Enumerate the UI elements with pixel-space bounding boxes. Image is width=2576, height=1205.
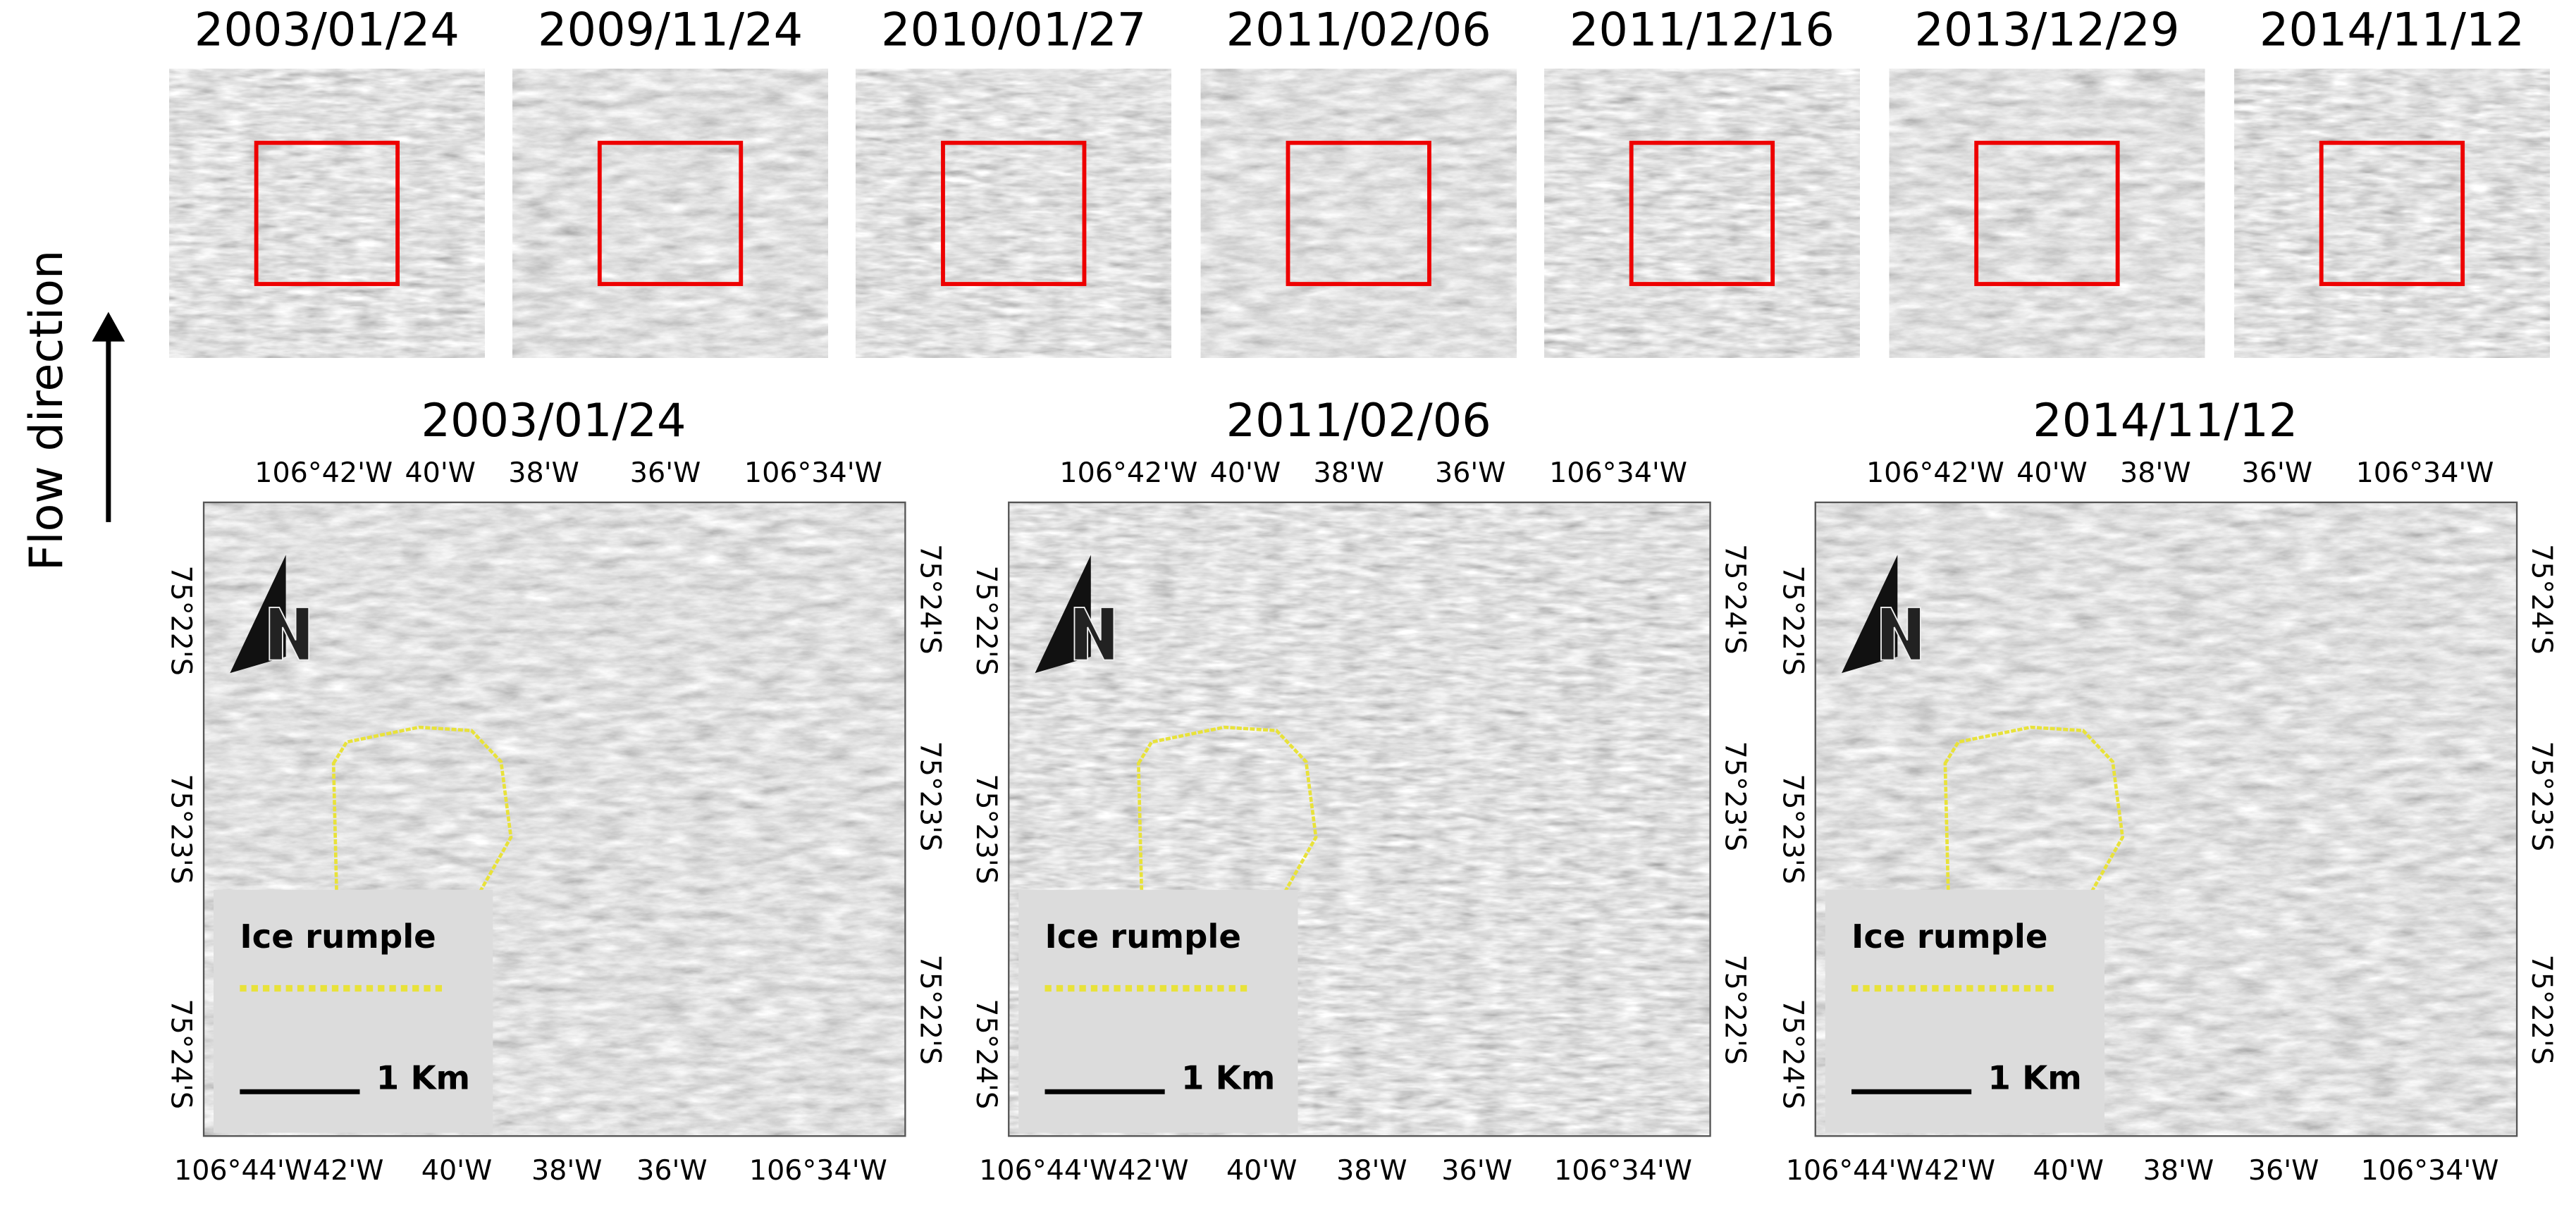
thumbnail-image — [512, 68, 828, 358]
top-axis-label: 36'W — [2242, 457, 2312, 489]
region-box — [1629, 140, 1775, 286]
left-axis-label: 75°24'S — [970, 999, 1002, 1109]
top-axis-label: 106°34'W — [2356, 457, 2494, 489]
panel-title: 2011/02/06 — [1226, 394, 1491, 447]
top-axis-label: 38'W — [2120, 457, 2190, 489]
top-axis-label: 40'W — [405, 457, 475, 489]
thumbnail-date: 2011/02/06 — [1226, 4, 1491, 57]
flow-indicator: Flow direction — [20, 250, 125, 571]
right-axis-label: 75°22'S — [914, 954, 947, 1065]
scale-label: 1 Km — [1988, 1058, 2082, 1096]
region-box — [1974, 140, 2120, 286]
top-axis-label: 38'W — [508, 457, 579, 489]
panel-frame — [202, 501, 906, 1137]
top-axis-label: 36'W — [1435, 457, 1505, 489]
legend-label: Ice rumple — [240, 917, 436, 956]
bottom-axis-label: 106°44'W — [174, 1154, 312, 1187]
top-axis-label: 106°42'W — [1866, 457, 2004, 489]
thumbnail-image — [1200, 68, 1517, 358]
right-axis-label: 75°23'S — [1719, 741, 1751, 852]
region-box — [254, 140, 400, 286]
left-axis-label: 75°22'S — [970, 565, 1002, 676]
thumbnail-date: 2011/12/16 — [1570, 4, 1835, 57]
thumbnail-date: 2013/12/29 — [1914, 4, 2179, 57]
scale-label: 1 Km — [376, 1058, 470, 1096]
region-box — [597, 140, 744, 286]
bottom-axis-label: 40'W — [2033, 1154, 2103, 1187]
thumbnail-image — [856, 68, 1171, 358]
bottom-axis-label: 42'W — [1118, 1154, 1188, 1187]
top-axis-label: 106°34'W — [1549, 457, 1687, 489]
bottom-axis-label: 38'W — [2143, 1154, 2214, 1187]
panel-title: 2003/01/24 — [421, 394, 686, 447]
panel-title: 2014/11/12 — [2033, 394, 2298, 447]
thumbnail-date: 2014/11/12 — [2260, 4, 2525, 57]
top-axis-label: 40'W — [1210, 457, 1281, 489]
bottom-axis-label: 42'W — [313, 1154, 383, 1187]
bottom-axis-label: 106°34'W — [749, 1154, 887, 1187]
thumbnail-image — [2234, 68, 2550, 358]
left-axis-label: 75°22'S — [1776, 565, 1808, 676]
left-axis-label: 75°24'S — [165, 999, 197, 1109]
bottom-axis-label: 36'W — [636, 1154, 707, 1187]
bottom-axis-label: 38'W — [1336, 1154, 1407, 1187]
region-box — [1286, 140, 1431, 286]
bottom-axis-label: 40'W — [1226, 1154, 1297, 1187]
bottom-axis-label: 36'W — [2248, 1154, 2319, 1187]
top-axis-label: 106°42'W — [254, 457, 393, 489]
right-axis-label: 75°22'S — [1719, 954, 1751, 1065]
bottom-axis-label: 106°34'W — [1554, 1154, 1692, 1187]
top-axis-label: 106°42'W — [1059, 457, 1197, 489]
right-axis-label: 75°23'S — [2525, 741, 2558, 852]
right-axis-label: 75°24'S — [914, 544, 947, 655]
top-axis-label: 38'W — [1313, 457, 1383, 489]
thumbnail-image — [169, 68, 485, 358]
north-arrow-n — [269, 607, 310, 661]
bottom-axis-label: 106°44'W — [979, 1154, 1117, 1187]
left-axis-label: 75°23'S — [165, 774, 197, 884]
left-axis-label: 75°23'S — [970, 774, 1002, 884]
bottom-axis-label: 40'W — [421, 1154, 492, 1187]
thumbnail-date: 2010/01/27 — [881, 4, 1146, 57]
panel-frame — [1814, 501, 2518, 1137]
right-axis-label: 75°24'S — [2525, 544, 2558, 655]
bottom-axis-label: 38'W — [531, 1154, 602, 1187]
scale-label: 1 Km — [1181, 1058, 1275, 1096]
region-box — [941, 140, 1087, 286]
flow-label: Flow direction — [20, 250, 73, 571]
top-axis-label: 36'W — [630, 457, 701, 489]
thumbnail-image — [1889, 68, 2205, 358]
panel-frame — [1008, 501, 1711, 1137]
bottom-axis-label: 42'W — [1925, 1154, 1995, 1187]
north-arrow-n — [1880, 607, 1921, 661]
thumbnail-date: 2009/11/24 — [538, 4, 803, 57]
bottom-axis-label: 106°34'W — [2361, 1154, 2499, 1187]
bottom-axis-label: 36'W — [1441, 1154, 1512, 1187]
legend-label: Ice rumple — [1045, 917, 1241, 956]
left-axis-label: 75°23'S — [1776, 774, 1808, 884]
left-axis-label: 75°24'S — [1776, 999, 1808, 1109]
thumbnail-date: 2003/01/24 — [195, 4, 460, 57]
flow-arrowhead — [92, 311, 125, 342]
region-box — [2319, 140, 2465, 286]
right-axis-label: 75°22'S — [2525, 954, 2558, 1065]
north-arrow-n — [1073, 607, 1115, 661]
right-axis-label: 75°23'S — [914, 741, 947, 852]
thumbnail-image — [1544, 68, 1860, 358]
right-axis-label: 75°24'S — [1719, 544, 1751, 655]
left-axis-label: 75°22'S — [165, 565, 197, 676]
top-axis-label: 40'W — [2016, 457, 2087, 489]
top-axis-label: 106°34'W — [744, 457, 882, 489]
bottom-axis-label: 106°44'W — [1786, 1154, 1924, 1187]
legend-label: Ice rumple — [1851, 917, 2047, 956]
